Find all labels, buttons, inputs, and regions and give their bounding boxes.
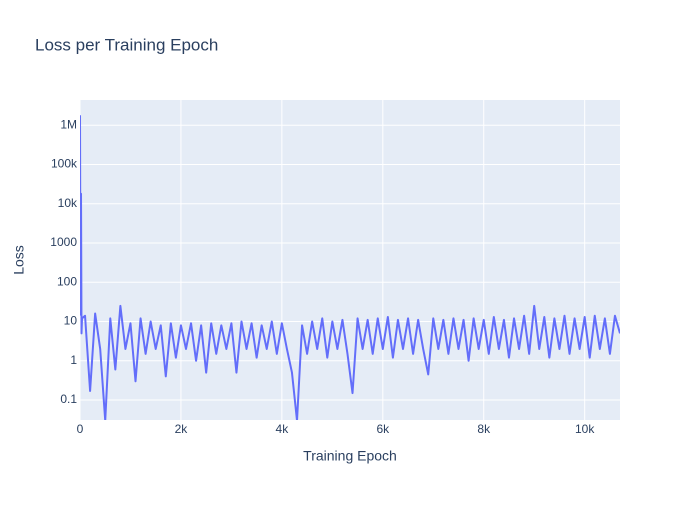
- x-tick-label: 2k: [175, 422, 189, 436]
- chart-title: Loss per Training Epoch: [35, 35, 218, 54]
- y-tick-label: 0.1: [60, 392, 77, 406]
- y-axis-title: Loss: [11, 245, 27, 275]
- x-tick-label: 10k: [575, 422, 595, 436]
- x-axis-title: Training Epoch: [303, 448, 397, 464]
- y-tick-label: 10: [64, 314, 78, 328]
- y-tick-label: 1M: [60, 117, 77, 131]
- x-tick-label: 8k: [477, 422, 491, 436]
- y-tick-label: 100k: [51, 157, 78, 171]
- x-tick-label: 4k: [276, 422, 290, 436]
- y-tick-label: 10k: [58, 196, 78, 210]
- x-tick-label: 6k: [376, 422, 390, 436]
- y-tick-label: 1: [70, 353, 77, 367]
- x-tick-label: 0: [77, 422, 84, 436]
- loss-line: [80, 115, 620, 420]
- y-tick-label: 100: [57, 274, 77, 288]
- y-tick-label: 1000: [50, 235, 77, 249]
